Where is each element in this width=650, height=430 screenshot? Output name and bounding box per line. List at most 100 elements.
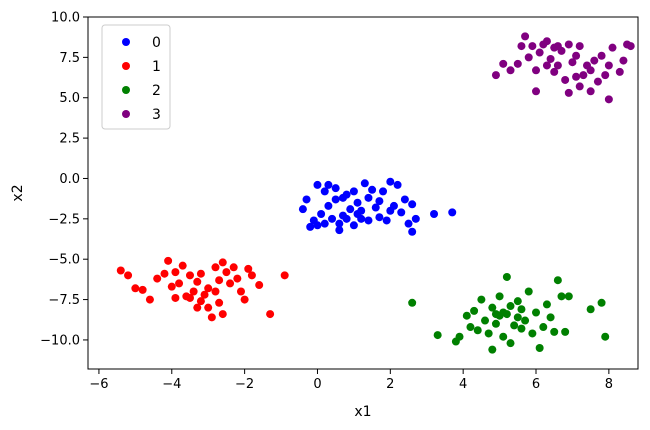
data-point — [615, 67, 624, 76]
data-point — [331, 195, 340, 204]
data-point — [557, 46, 566, 55]
data-point — [502, 272, 511, 281]
data-point — [171, 268, 180, 277]
data-point — [564, 88, 573, 97]
data-point — [349, 187, 358, 196]
data-point — [430, 209, 439, 218]
data-point — [553, 276, 562, 285]
data-point — [185, 293, 194, 302]
data-point — [379, 187, 388, 196]
legend: 0 1 2 3 — [101, 24, 171, 130]
data-point — [499, 308, 508, 317]
data-point — [448, 208, 457, 217]
data-point — [470, 306, 479, 315]
data-point — [491, 319, 500, 328]
series-1 — [116, 256, 289, 322]
legend-marker — [122, 38, 130, 46]
data-point — [160, 269, 169, 278]
data-point — [204, 303, 213, 312]
data-point — [466, 323, 475, 332]
data-point — [491, 71, 500, 80]
data-point — [521, 32, 530, 41]
data-point — [521, 316, 530, 325]
data-point — [193, 277, 202, 286]
y-tick-label: 2.5 — [59, 132, 80, 147]
data-point — [306, 222, 315, 231]
data-point — [597, 51, 606, 60]
data-point — [593, 77, 602, 86]
data-point — [244, 264, 253, 273]
data-point — [528, 42, 537, 51]
data-point — [550, 67, 559, 76]
data-point — [360, 179, 369, 188]
data-point — [229, 263, 238, 272]
data-point — [364, 216, 373, 225]
data-point — [546, 313, 555, 322]
data-point — [364, 193, 373, 202]
data-point — [532, 66, 541, 75]
legend-box — [101, 24, 171, 130]
data-point — [408, 227, 417, 236]
legend-label: 1 — [152, 59, 161, 75]
data-point — [313, 180, 322, 189]
data-point — [346, 205, 355, 214]
data-point — [215, 298, 224, 307]
data-point — [313, 221, 322, 230]
data-point — [138, 285, 147, 294]
data-point — [389, 201, 398, 210]
data-point — [524, 287, 533, 296]
data-point — [153, 274, 162, 283]
data-point — [324, 201, 333, 210]
data-point — [178, 261, 187, 270]
data-point — [619, 56, 628, 65]
data-point — [375, 197, 384, 206]
data-point — [575, 82, 584, 91]
data-point — [375, 213, 384, 222]
data-point — [499, 59, 508, 68]
data-point — [542, 37, 551, 46]
data-point — [626, 42, 635, 51]
data-point — [196, 297, 205, 306]
x-tick-label: 4 — [459, 377, 467, 392]
x-tick-label: 0 — [313, 377, 321, 392]
data-point — [207, 313, 216, 322]
plot-frame — [87, 16, 639, 370]
series-3 — [491, 32, 635, 104]
data-point — [575, 42, 584, 51]
data-point — [488, 345, 497, 354]
data-point — [236, 287, 245, 296]
data-point — [532, 308, 541, 317]
data-point — [455, 332, 464, 341]
legend-marker — [122, 86, 130, 94]
data-point — [338, 193, 347, 202]
data-point — [328, 214, 337, 223]
y-axis-label: x2 — [10, 184, 26, 201]
x-axis-label: x1 — [354, 404, 371, 420]
data-point — [484, 329, 493, 338]
data-point — [542, 61, 551, 70]
data-point — [586, 66, 595, 75]
data-point — [386, 177, 395, 186]
data-point — [331, 184, 340, 193]
data-point — [204, 284, 213, 293]
legend-marker — [122, 110, 130, 118]
data-point — [397, 208, 406, 217]
data-point — [604, 95, 613, 104]
data-point — [167, 282, 176, 291]
data-point — [532, 87, 541, 96]
y-tick-label: −5.0 — [48, 253, 80, 268]
data-point — [564, 292, 573, 301]
data-point — [404, 219, 413, 228]
series-2 — [408, 272, 610, 354]
data-point — [218, 310, 227, 319]
data-point — [196, 269, 205, 278]
data-point — [495, 292, 504, 301]
data-point — [462, 311, 471, 320]
y-tick-label: −10.0 — [40, 333, 80, 348]
data-point — [116, 266, 125, 275]
data-point — [601, 71, 610, 80]
data-point — [368, 185, 377, 194]
data-point — [608, 43, 617, 52]
data-point — [542, 300, 551, 309]
